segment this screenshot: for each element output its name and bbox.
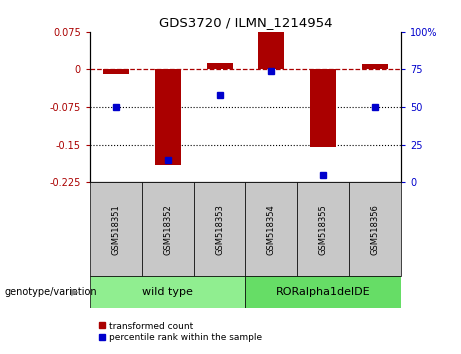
Text: GSM518353: GSM518353 (215, 204, 224, 255)
Text: RORalpha1delDE: RORalpha1delDE (276, 287, 371, 297)
Title: GDS3720 / ILMN_1214954: GDS3720 / ILMN_1214954 (159, 16, 332, 29)
Legend: transformed count, percentile rank within the sample: transformed count, percentile rank withi… (95, 318, 266, 346)
Bar (349, 182, 401, 276)
Text: GSM518354: GSM518354 (267, 204, 276, 255)
Bar (245, 182, 297, 276)
Text: GSM518356: GSM518356 (371, 204, 380, 255)
Bar (142, 182, 194, 276)
Text: GSM518352: GSM518352 (163, 204, 172, 255)
Bar (259, 32, 284, 69)
Bar (194, 182, 245, 276)
Bar (155, 69, 181, 165)
Bar (90, 182, 142, 276)
Bar (90, 276, 245, 308)
Bar (297, 182, 349, 276)
Bar (207, 63, 232, 69)
Bar (310, 69, 336, 147)
Text: GSM518355: GSM518355 (319, 204, 328, 255)
Text: ▶: ▶ (71, 287, 79, 297)
Bar (103, 69, 129, 74)
Bar (245, 276, 401, 308)
Text: wild type: wild type (142, 287, 193, 297)
Bar (362, 64, 388, 69)
Text: genotype/variation: genotype/variation (5, 287, 97, 297)
Text: GSM518351: GSM518351 (111, 204, 120, 255)
